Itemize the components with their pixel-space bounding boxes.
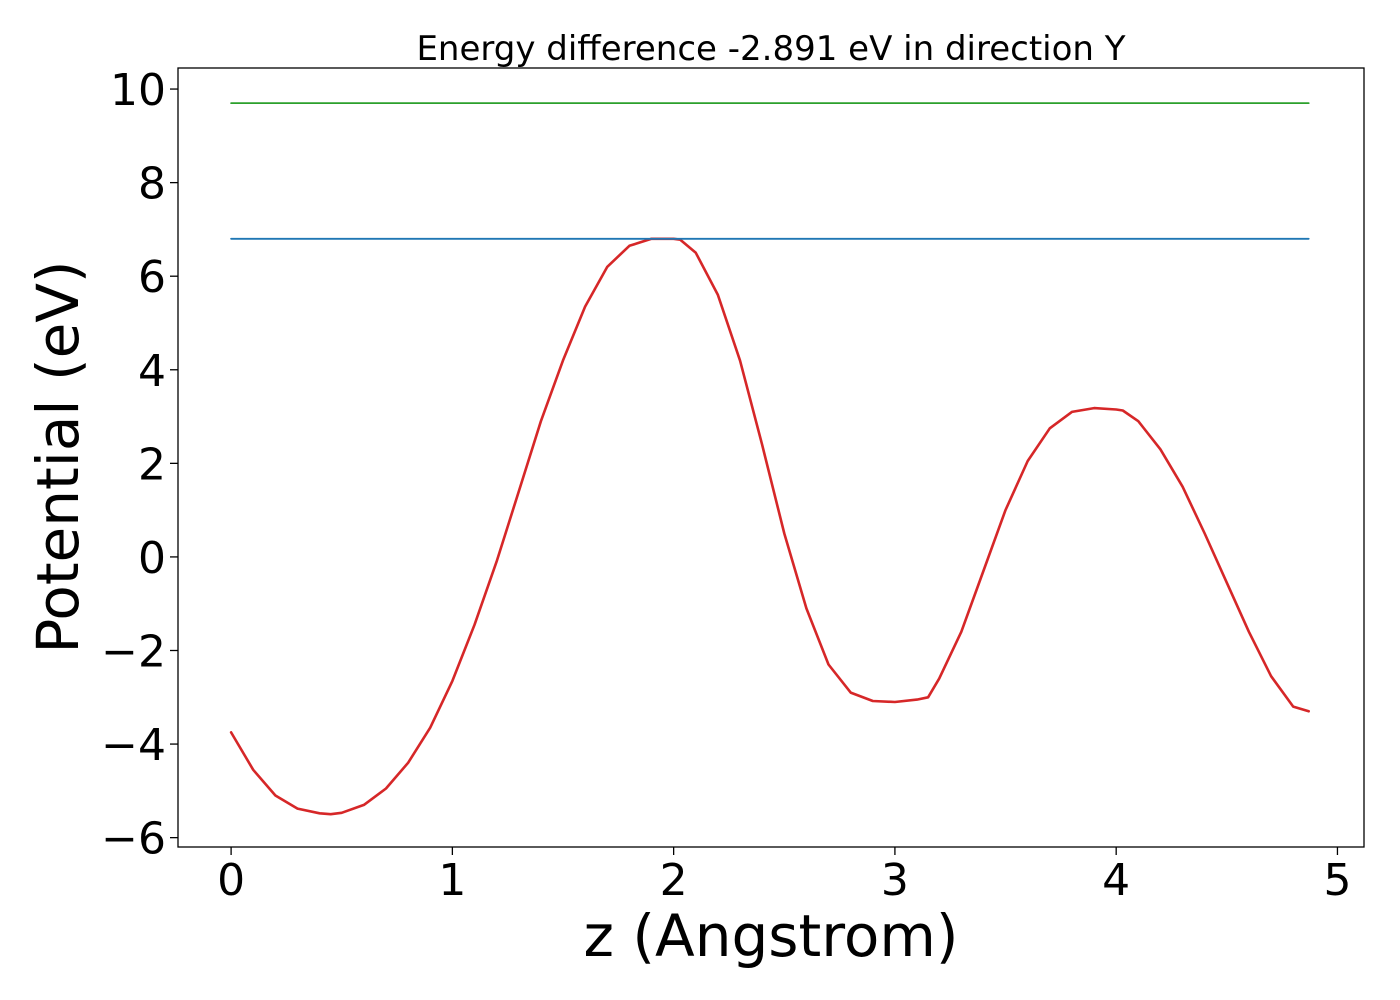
- y-tick-label: 0: [138, 533, 166, 584]
- plot-frame: [177, 67, 1365, 848]
- x-tick-label: 4: [1102, 855, 1130, 906]
- y-axis: −6 −4 −2 0 2 4 6 8 10: [101, 65, 178, 865]
- x-tick-label: 1: [438, 855, 466, 906]
- y-tick-label: 10: [110, 65, 166, 116]
- x-tick-label: 2: [660, 855, 688, 906]
- series-line-1: [229, 237, 1310, 816]
- x-axis-title: z (Angstrom): [584, 902, 959, 970]
- x-axis: 0 1 2 3 4 5: [217, 847, 1351, 906]
- x-tick-label: 5: [1323, 855, 1351, 906]
- y-tick-label: 8: [138, 159, 166, 210]
- y-tick-label: 6: [138, 252, 166, 303]
- y-tick-label: −6: [101, 814, 166, 865]
- y-tick-label: −4: [101, 720, 166, 771]
- chart-title: Energy difference -2.891 eV in direction…: [416, 29, 1125, 69]
- y-axis-title: Potential (eV): [24, 260, 92, 653]
- y-tick-label: −2: [101, 626, 166, 677]
- x-tick-label: 0: [217, 855, 245, 906]
- y-tick-label: 4: [138, 346, 166, 397]
- x-tick-label: 3: [881, 855, 909, 906]
- y-tick-label: 2: [138, 439, 166, 490]
- plot-area: [229, 102, 1310, 816]
